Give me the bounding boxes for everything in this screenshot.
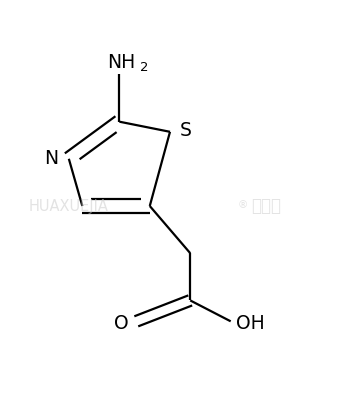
Text: O: O — [114, 314, 129, 332]
Text: N: N — [45, 149, 59, 168]
Text: ®: ® — [237, 200, 248, 210]
Text: 2: 2 — [140, 61, 149, 75]
Text: NH: NH — [107, 53, 135, 72]
Text: S: S — [180, 121, 191, 140]
Text: OH: OH — [236, 314, 265, 332]
Text: HUAXUEJIA: HUAXUEJIA — [28, 199, 108, 213]
Text: 化学加: 化学加 — [251, 197, 281, 215]
